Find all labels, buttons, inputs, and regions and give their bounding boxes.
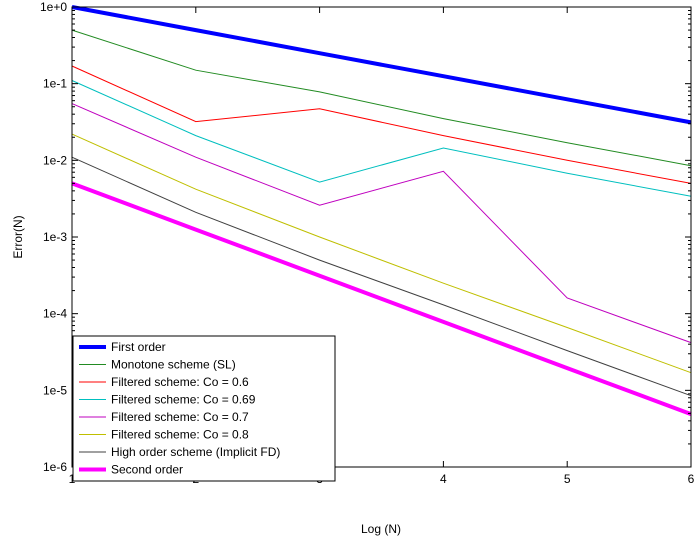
series-line-2 <box>71 29 692 167</box>
legend-entry: Filtered scheme: Co = 0.7 <box>111 410 249 424</box>
x-tick-label: 1 <box>69 472 76 486</box>
y-tick-label: 1e-1 <box>43 77 67 91</box>
y-tick-label: 1e-5 <box>43 383 67 397</box>
legend-entry: Second order <box>111 463 183 477</box>
legend-entry: Filtered scheme: Co = 0.69 <box>111 393 256 407</box>
y-tick-label: 1e-4 <box>43 307 67 321</box>
legend-entry: High order scheme (Implicit FD) <box>111 445 280 459</box>
legend-box <box>72 335 336 482</box>
series-line-6 <box>71 133 692 374</box>
x-tick-label: 4 <box>440 472 447 486</box>
x-tick-label: 5 <box>564 472 571 486</box>
series-line-5 <box>71 103 692 344</box>
legend-entry: Filtered scheme: Co = 0.6 <box>111 375 249 389</box>
y-tick-label: 1e+0 <box>40 0 67 14</box>
y-tick-label: 1e-3 <box>43 230 67 244</box>
series-line-7 <box>71 156 692 397</box>
legend-entry: Monotone scheme (SL) <box>111 358 236 372</box>
legend: First order Monotone scheme (SL) Filtered … <box>72 335 336 482</box>
series-line-4 <box>71 80 692 197</box>
series-line-8 <box>71 181 692 416</box>
x-axis-label: Log (N) <box>361 522 401 536</box>
series-line-3 <box>71 65 692 184</box>
y-tick-label: 1e-2 <box>43 153 67 167</box>
legend-entry: Filtered scheme: Co = 0.8 <box>111 428 249 442</box>
series-layer <box>71 5 692 416</box>
axis-layer: 1234561e-61e-51e-41e-31e-21e-11e+0 <box>40 0 694 486</box>
series-line-1 <box>71 5 692 125</box>
y-tick-label: 1e-6 <box>43 460 67 474</box>
x-tick-label: 6 <box>688 472 694 486</box>
y-axis-label: Error(N) <box>11 215 25 258</box>
legend-entry: First order <box>111 340 166 354</box>
